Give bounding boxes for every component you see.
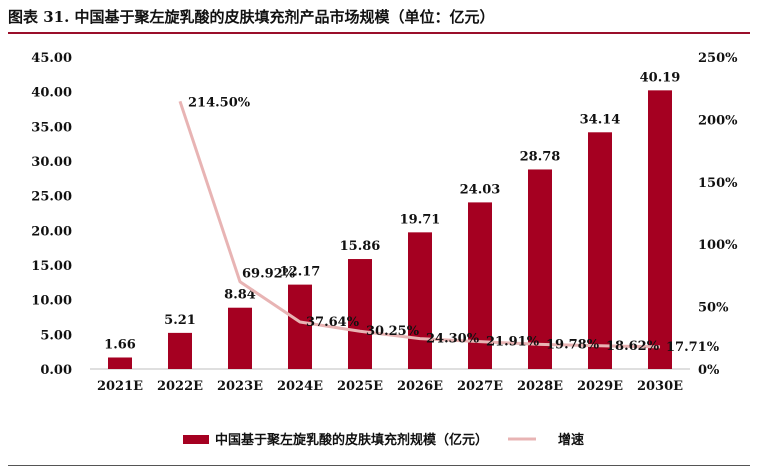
bar [528, 169, 552, 369]
bar-value-label: 1.66 [104, 337, 136, 352]
growth-value-label: 21.91% [486, 335, 540, 350]
legend-label-line: 增速 [558, 432, 584, 448]
left-tick-label: 0.00 [40, 363, 72, 378]
title-rule [8, 32, 750, 34]
left-axis: 0.00 5.00 10.00 15.00 20.00 25.00 30.00 35.00 40… [31, 51, 72, 378]
x-tick-label: 2029E [577, 379, 623, 394]
bar-series [108, 90, 672, 369]
line-labels: 214.50% 69.92% 37.64% 30.25% 24.30% 21.91% 19.… [188, 95, 720, 355]
bar-value-label: 15.86 [340, 239, 381, 254]
bar [648, 90, 672, 369]
bar-value-label: 5.21 [164, 313, 196, 328]
bar [588, 132, 612, 369]
left-tick-label: 45.00 [31, 51, 72, 66]
line-series [178, 100, 661, 349]
x-tick-label: 2030E [637, 379, 683, 394]
bar-value-label: 8.84 [224, 288, 256, 303]
x-tick-label: 2021E [97, 379, 143, 394]
right-tick-label: 250% [698, 51, 738, 66]
left-tick-label: 35.00 [31, 120, 72, 135]
right-tick-label: 100% [698, 238, 738, 253]
bar-value-label: 34.14 [580, 112, 621, 127]
growth-line [178, 100, 661, 349]
right-tick-label: 200% [698, 113, 738, 128]
footer-rule [8, 465, 750, 466]
bar [408, 232, 432, 369]
x-tick-label: 2026E [397, 379, 443, 394]
bar-value-label: 28.78 [520, 149, 561, 164]
bar-value-label: 12.17 [280, 265, 321, 280]
bar-value-label: 24.03 [460, 182, 501, 197]
bar-value-label: 40.19 [640, 70, 681, 85]
x-tick-label: 2024E [277, 379, 323, 394]
growth-value-label: 18.62% [606, 339, 660, 354]
growth-value-label: 19.78% [546, 337, 600, 352]
right-tick-label: 0% [698, 363, 720, 378]
x-tick-label: 2027E [457, 379, 503, 394]
legend-label-bar: 中国基于聚左旋乳酸的皮肤填充剂规模（亿元） [215, 432, 488, 448]
bar [228, 307, 252, 369]
growth-value-label: 37.64% [306, 315, 360, 330]
bar [168, 332, 192, 369]
legend: 中国基于聚左旋乳酸的皮肤填充剂规模（亿元） 增速 [183, 432, 584, 448]
bar-labels: 1.66 5.21 8.84 12.17 15.86 19.71 24.03 28.78 34.… [104, 70, 680, 352]
growth-value-label: 17.71% [666, 340, 720, 355]
legend-swatch-bar [183, 435, 209, 444]
growth-value-label: 69.92% [242, 267, 296, 282]
bar [288, 284, 312, 369]
right-tick-label: 50% [698, 301, 729, 316]
right-tick-label: 150% [698, 176, 738, 191]
x-tick-label: 2025E [337, 379, 383, 394]
left-tick-label: 10.00 [31, 294, 72, 309]
chart-title: 图表 31. 中国基于聚左旋乳酸的皮肤填充剂产品市场规模（单位：亿元） [8, 8, 495, 26]
x-tick-label: 2028E [517, 379, 563, 394]
growth-value-label: 30.25% [366, 324, 420, 339]
left-tick-label: 20.00 [31, 224, 72, 239]
x-tick-label: 2022E [157, 379, 203, 394]
x-tick-label: 2023E [217, 379, 263, 394]
left-tick-label: 30.00 [31, 155, 72, 170]
x-axis: 2021E 2022E 2023E 2024E 2025E 2026E 2027E 2028E… [97, 379, 683, 394]
left-tick-label: 40.00 [31, 86, 72, 101]
bar-value-label: 19.71 [400, 212, 441, 227]
growth-value-label: 24.30% [426, 332, 480, 347]
bar [348, 259, 372, 369]
left-tick-label: 15.00 [31, 259, 72, 274]
left-tick-label: 25.00 [31, 190, 72, 205]
left-tick-label: 5.00 [40, 328, 72, 343]
right-axis: 0% 50% 100% 150% 200% 250% [698, 51, 738, 378]
bar [108, 357, 132, 369]
growth-value-label: 214.50% [188, 95, 251, 110]
